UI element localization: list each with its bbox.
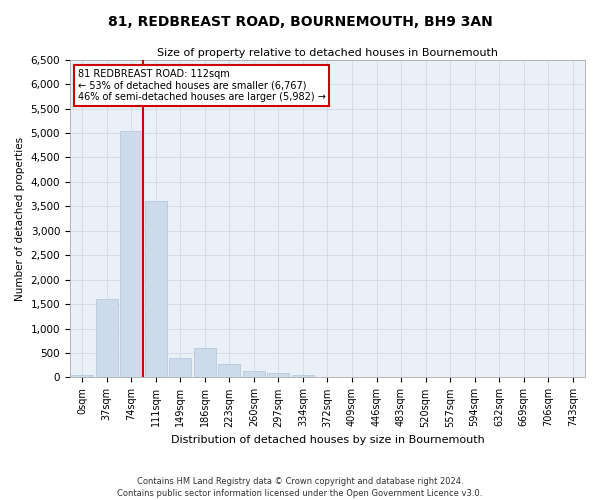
- Bar: [169, 358, 191, 378]
- X-axis label: Distribution of detached houses by size in Bournemouth: Distribution of detached houses by size …: [170, 435, 484, 445]
- Bar: [243, 371, 265, 378]
- Bar: [194, 348, 216, 378]
- Title: Size of property relative to detached houses in Bournemouth: Size of property relative to detached ho…: [157, 48, 498, 58]
- Text: Contains HM Land Registry data © Crown copyright and database right 2024.
Contai: Contains HM Land Registry data © Crown c…: [118, 476, 482, 498]
- Bar: [120, 130, 142, 378]
- Text: 81, REDBREAST ROAD, BOURNEMOUTH, BH9 3AN: 81, REDBREAST ROAD, BOURNEMOUTH, BH9 3AN: [107, 15, 493, 29]
- Bar: [292, 375, 314, 378]
- Bar: [268, 374, 289, 378]
- Bar: [71, 375, 93, 378]
- Y-axis label: Number of detached properties: Number of detached properties: [15, 136, 25, 300]
- Bar: [218, 364, 241, 378]
- Bar: [95, 299, 118, 378]
- Bar: [145, 202, 167, 378]
- Text: 81 REDBREAST ROAD: 112sqm
← 53% of detached houses are smaller (6,767)
46% of se: 81 REDBREAST ROAD: 112sqm ← 53% of detac…: [77, 69, 326, 102]
